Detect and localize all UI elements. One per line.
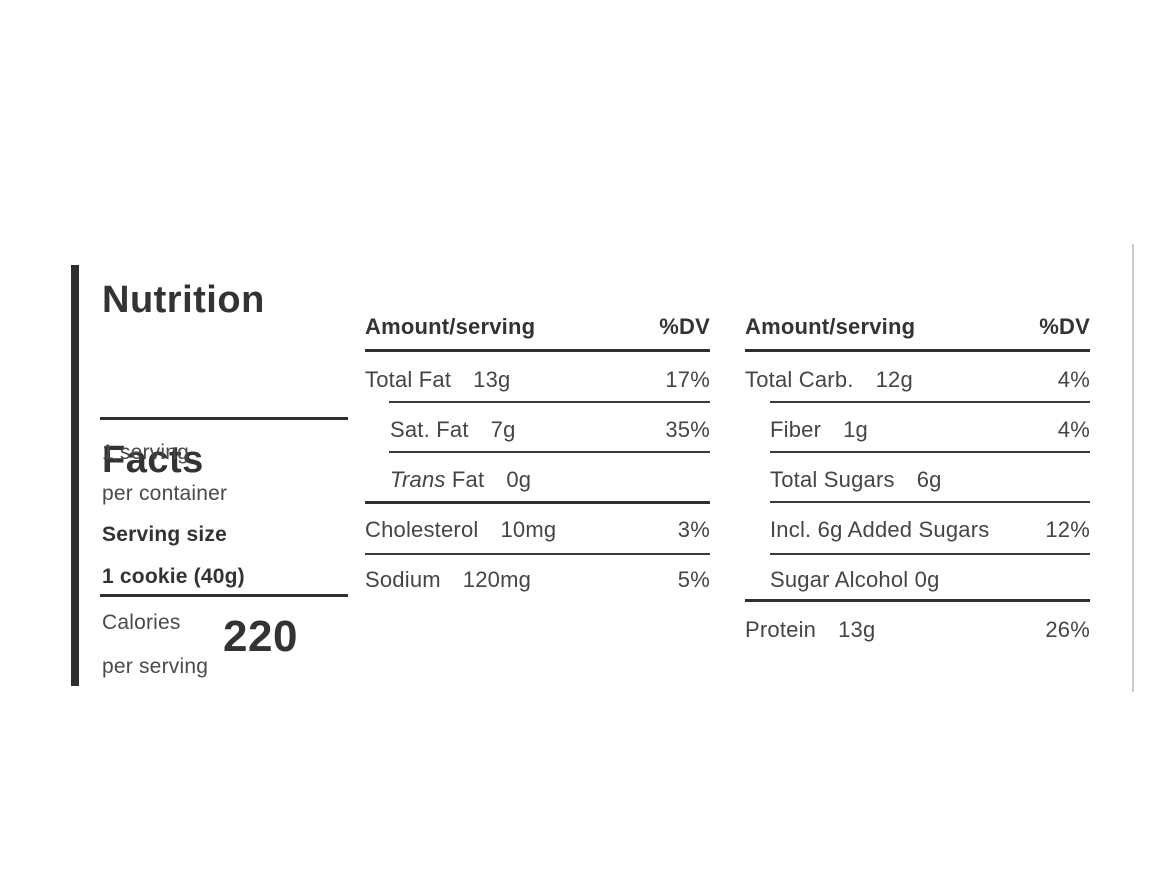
nutrient-pair: Total Sugars 6g <box>770 468 942 492</box>
dv-header: %DV <box>659 314 710 339</box>
nutrient-dv: 5% <box>677 567 710 592</box>
carbs-header-divider <box>745 349 1090 352</box>
nutrient-label: Sodium <box>365 567 441 592</box>
divider-after-trans-fat <box>365 501 710 504</box>
nutrient-pair: Fiber 1g <box>770 418 868 442</box>
nutrient-label: Total Sugars <box>770 467 895 492</box>
divider-after-total-sugars <box>770 501 1090 503</box>
nutrient-value: 6g <box>916 467 942 492</box>
nutrient-label: Sugar Alcohol 0g <box>770 567 940 592</box>
nutrient-dv: 35% <box>665 417 710 442</box>
label-title: Nutrition Facts <box>102 260 265 500</box>
nutrient-pair: Total Carb. 12g <box>745 368 913 392</box>
nutrient-label: Sat. Fat <box>390 417 469 442</box>
nutrient-row-sat-fat: Sat. Fat 7g 35% <box>365 418 710 442</box>
servings-per-container-line2: per container <box>102 482 228 505</box>
nutrient-row-cholesterol: Cholesterol 10mg 3% <box>365 518 710 542</box>
nutrient-pair: Protein 13g <box>745 618 875 642</box>
nutrient-value: 7g <box>490 417 516 442</box>
nutrient-value: 13g <box>473 367 511 392</box>
calories-label-line2: per serving <box>102 655 209 678</box>
nutrient-dv: 4% <box>1057 417 1090 442</box>
fats-column-header: Amount/serving %DV <box>365 315 710 339</box>
image-edge-line <box>1132 244 1134 692</box>
amount-serving-header: Amount/serving <box>365 314 536 339</box>
divider-after-total-fat <box>389 401 710 403</box>
fats-header-divider <box>365 349 710 352</box>
nutrient-row-total-fat: Total Fat 13g 17% <box>365 368 710 392</box>
nutrient-row-trans-fat: Trans Fat 0g <box>365 468 710 492</box>
divider-after-total-carb <box>770 401 1090 403</box>
serving-size-value: 1 cookie (40g) <box>102 565 245 588</box>
amount-serving-header: Amount/serving <box>745 314 916 339</box>
nutrient-pair: Sugar Alcohol 0g <box>770 568 940 592</box>
calories-label-line1: Calories <box>102 611 181 634</box>
servings-per-container-line1: 1 serving <box>102 441 190 464</box>
nutrient-value: 1g <box>843 417 868 442</box>
divider-after-added-sugars <box>770 553 1090 555</box>
nutrient-label-italic: Trans <box>390 467 446 492</box>
nutrient-label: Total Carb. <box>745 367 854 392</box>
nutrient-label: Cholesterol <box>365 517 479 542</box>
nutrient-dv: 12% <box>1045 517 1090 542</box>
nutrient-value: 120mg <box>462 567 532 592</box>
divider-under-title <box>100 417 348 420</box>
nutrient-dv: 17% <box>665 367 710 392</box>
nutrient-label: Fiber <box>770 417 822 442</box>
nutrient-pair: Sodium 120mg <box>365 568 531 592</box>
nutrient-pair: Sat. Fat 7g <box>390 418 516 442</box>
divider-after-sat-fat <box>389 451 710 453</box>
nutrient-pair: Total Fat 13g <box>365 368 510 392</box>
divider-under-serving-size <box>100 594 348 597</box>
dv-header: %DV <box>1039 314 1090 339</box>
divider-before-protein <box>745 599 1090 602</box>
nutrient-pair: Trans Fat 0g <box>390 468 531 492</box>
nutrient-value: 12g <box>875 367 913 392</box>
divider-after-fiber <box>770 451 1090 453</box>
divider-after-cholesterol <box>365 553 710 555</box>
nutrient-value: 13g <box>838 617 876 642</box>
nutrient-row-sugar-alcohol: Sugar Alcohol 0g <box>745 568 1090 592</box>
title-line-1: Nutrition <box>102 279 265 321</box>
nutrient-dv: 3% <box>677 517 710 542</box>
nutrient-value: 0g <box>506 467 532 492</box>
serving-size-label: Serving size <box>102 523 227 546</box>
nutrient-pair: Incl. 6g Added Sugars <box>770 518 989 542</box>
nutrient-row-sodium: Sodium 120mg 5% <box>365 568 710 592</box>
nutrient-row-total-sugars: Total Sugars 6g <box>745 468 1090 492</box>
nutrient-value: 10mg <box>500 517 557 542</box>
nutrient-label: Fat <box>451 467 485 492</box>
nutrient-row-total-carb: Total Carb. 12g 4% <box>745 368 1090 392</box>
nutrient-dv: 26% <box>1045 617 1090 642</box>
nutrient-dv: 4% <box>1057 367 1090 392</box>
carbs-column-header: Amount/serving %DV <box>745 315 1090 339</box>
nutrient-row-added-sugars: Incl. 6g Added Sugars 12% <box>745 518 1090 542</box>
nutrient-label: Total Fat <box>365 367 452 392</box>
nutrient-pair: Cholesterol 10mg <box>365 518 556 542</box>
nutrient-row-protein: Protein 13g 26% <box>745 618 1090 642</box>
calories-value: 220 <box>223 612 298 661</box>
left-accent-bar <box>71 265 79 686</box>
title-line-2: Facts <box>102 439 204 481</box>
nutrient-label: Protein <box>745 617 817 642</box>
nutrient-row-fiber: Fiber 1g 4% <box>745 418 1090 442</box>
nutrient-label: Incl. 6g Added Sugars <box>770 517 990 542</box>
